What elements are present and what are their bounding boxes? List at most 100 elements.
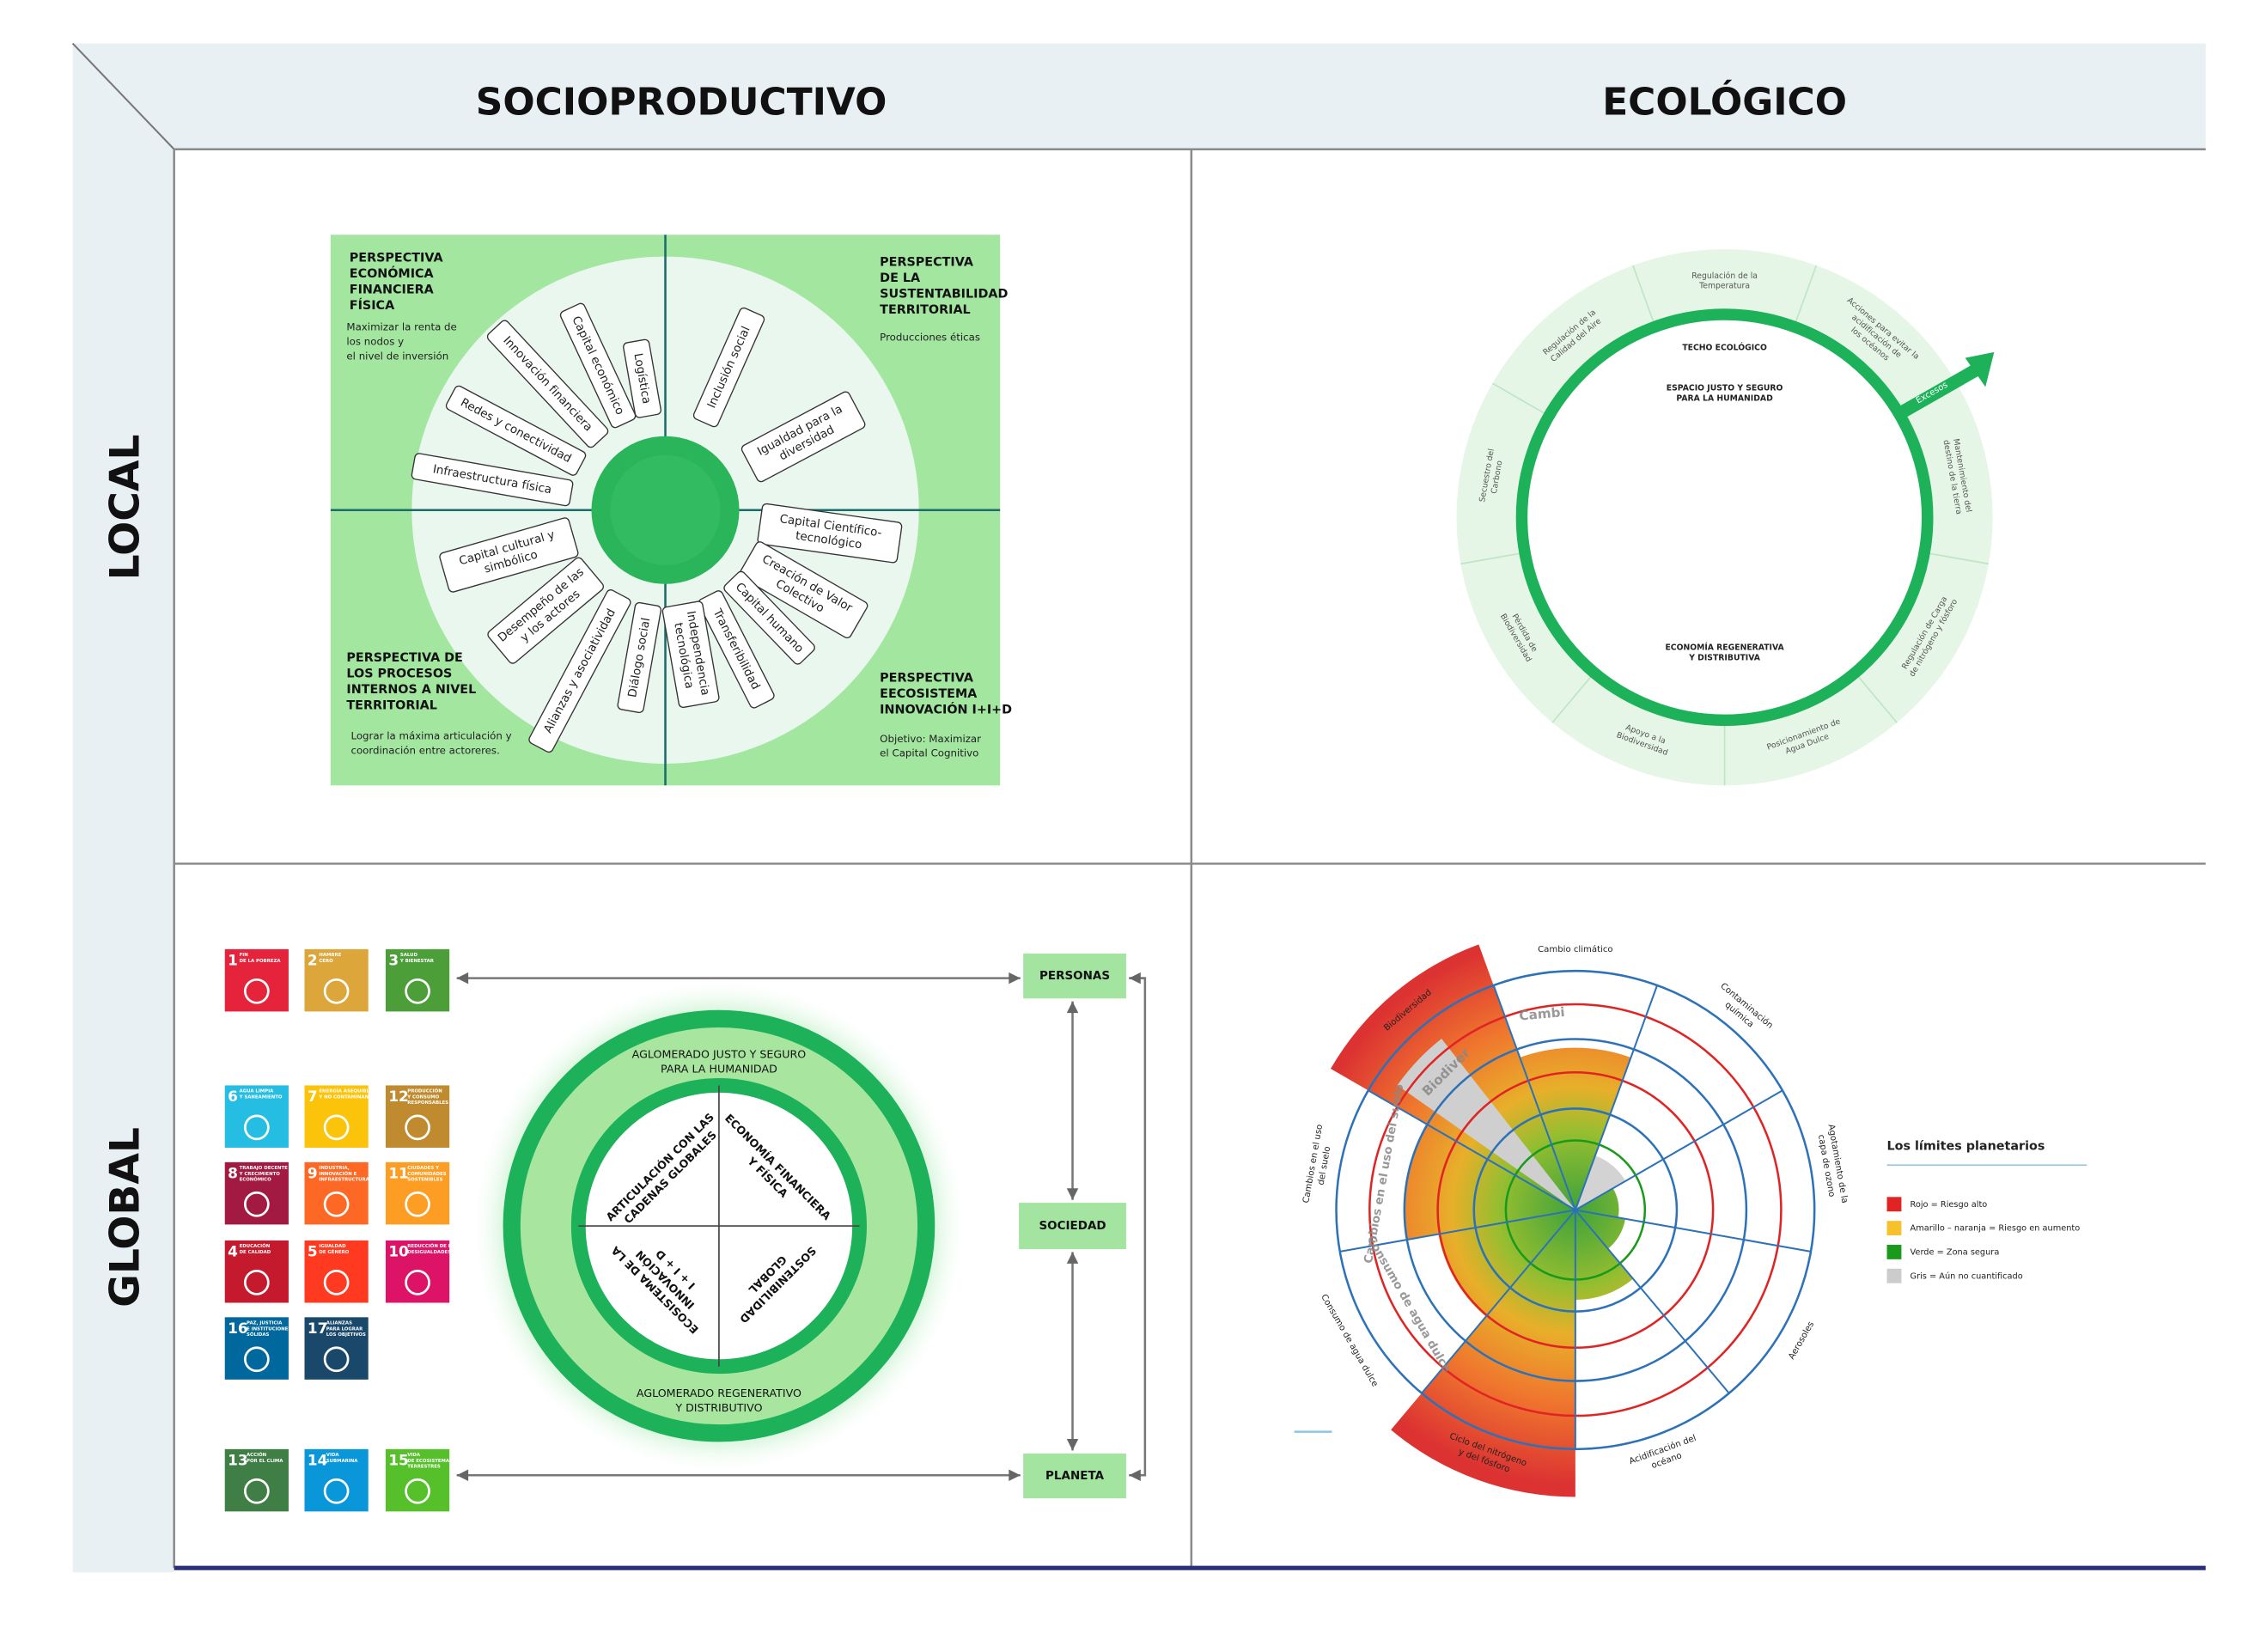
sdg-title: SALUD [400, 953, 418, 958]
corner-text: Producciones éticas [880, 332, 980, 344]
sdg-title: AGUA LIMPIA [240, 1089, 275, 1094]
spoke-box [617, 601, 662, 714]
corner-text: Lograr la máxima articulación y [350, 729, 511, 741]
ghost-label: Cambi [1519, 1004, 1566, 1024]
sdg-icon [405, 1478, 430, 1504]
corner-title: FÍSICA [350, 298, 395, 313]
row-header: LOCAL [102, 434, 149, 580]
sdg-title: DESIGUALDADES [407, 1250, 451, 1255]
sdg-title: DE CALIDAD [240, 1250, 271, 1255]
boundary-spoke [1575, 1089, 1783, 1211]
sdg-number: 9 [308, 1164, 318, 1181]
spoke-box [411, 453, 574, 507]
corner-text: Maximizar la renta de [346, 321, 456, 333]
corner-text: el nivel de inversión [346, 350, 448, 362]
sdg-number: 14 [308, 1451, 327, 1468]
sdg-title: INFRAESTRUCTURA [319, 1178, 369, 1183]
sdg-number: 15 [388, 1451, 408, 1468]
sdg-number: 13 [228, 1451, 247, 1468]
sdg-title: TRABAJO DECENTE [240, 1166, 289, 1171]
sdg-icon [405, 1114, 430, 1141]
spoke-box [559, 302, 637, 429]
sdg-title: INDUSTRIA, [319, 1166, 349, 1171]
spoke-box [487, 557, 605, 664]
legend-label: Gris = Aún no cuantificado [1911, 1271, 2023, 1281]
boundary-spoke [1575, 1209, 1730, 1394]
sdg-title: SOSTENIBLES [407, 1178, 442, 1183]
band-divider [1794, 265, 1818, 325]
boundary-label: Cambio climático [1538, 944, 1612, 954]
sdg-number: 6 [228, 1088, 238, 1105]
ecological-ceiling [1515, 308, 1934, 727]
sdg-icon [243, 1191, 270, 1217]
spoke-box [723, 570, 815, 665]
sdg-icon [243, 1346, 270, 1373]
legend-title: Los límites planetarios [1887, 1139, 2045, 1153]
sdg-number: 4 [228, 1242, 238, 1259]
spoke-box [528, 589, 631, 753]
arrowhead [1009, 1469, 1021, 1481]
row-band [72, 43, 174, 1573]
legend-swatch [1886, 1197, 1902, 1212]
sdg-number: 10 [388, 1242, 408, 1259]
spoke-box [486, 320, 609, 448]
corner-title: ECONÓMICA [350, 265, 435, 281]
corner-title: EECOSISTEMA [880, 687, 978, 701]
center-label: ECONOMÍA REGENERATIVA [1665, 643, 1784, 653]
sdg-title: POR EL CLIMA [247, 1459, 283, 1464]
sdg-title: RESPONSABLES [407, 1100, 448, 1106]
sdg-title: SÓLIDAS [247, 1332, 269, 1338]
corner-title: TERRITORIAL [880, 303, 971, 317]
band-divider [1551, 674, 1594, 723]
spoke-box [739, 541, 868, 639]
center-label: TECHO ECOLÓGICO [1682, 342, 1767, 352]
boundary-label: Consumo de agua dulce [1319, 1293, 1380, 1388]
legend-swatch [1886, 1268, 1902, 1283]
legend-label: Verde = Zona segura [1911, 1247, 2000, 1257]
sdg-title: VIDA [326, 1453, 340, 1458]
sdg-title: VIDA [407, 1453, 421, 1458]
boundary-spoke [1492, 984, 1576, 1210]
boundary-wedge [1575, 1155, 1626, 1210]
sdg-icon [323, 1191, 350, 1217]
boundary-wedge [1575, 1210, 1626, 1249]
sdg-title: PRODUCCIÓN [407, 1088, 442, 1094]
sdg-title: SUBMARINA [326, 1459, 358, 1464]
sdg-title: HAMBRE [319, 953, 341, 958]
column-header: SOCIOPRODUCTIVO [476, 80, 887, 124]
node-box [1019, 1203, 1126, 1250]
sdg-title: PAZ, JUSTICIA [247, 1321, 283, 1326]
boundary-spoke [1368, 1089, 1576, 1211]
node-label: PERSONAS [1039, 969, 1110, 983]
ring-label: AGLOMERADO REGENERATIVO [637, 1387, 801, 1399]
sdg-number: 11 [388, 1164, 408, 1181]
spoke-box [757, 503, 903, 564]
corner-text: el Capital Cognitivo [880, 747, 978, 759]
sdg-title: ALIANZAS [326, 1321, 352, 1326]
sdg-title: EDUCACIÓN [240, 1243, 271, 1249]
sdg-title: ACCIÓN [247, 1452, 266, 1458]
boundary-spoke [1574, 984, 1659, 1210]
corner-title: PERSPECTIVA [350, 251, 444, 265]
corner-title: PERSPECTIVA DE [346, 651, 462, 665]
sdg-number: 7 [308, 1088, 318, 1105]
node-label: PLANETA [1045, 1469, 1105, 1483]
corner-title: LOS PROCESOS [346, 667, 452, 680]
ring-label-text: Regulación de la [1691, 271, 1758, 281]
corner-title: TERRITORIAL [346, 698, 437, 712]
arrowhead [456, 1469, 469, 1481]
sdg-title: Y NO CONTAMINANTE [318, 1094, 375, 1100]
ring-label: AGLOMERADO JUSTO Y SEGURO [632, 1048, 807, 1061]
sdg-title: CERO [319, 959, 333, 964]
corner-text: coordinación entre actoreres. [350, 744, 499, 756]
